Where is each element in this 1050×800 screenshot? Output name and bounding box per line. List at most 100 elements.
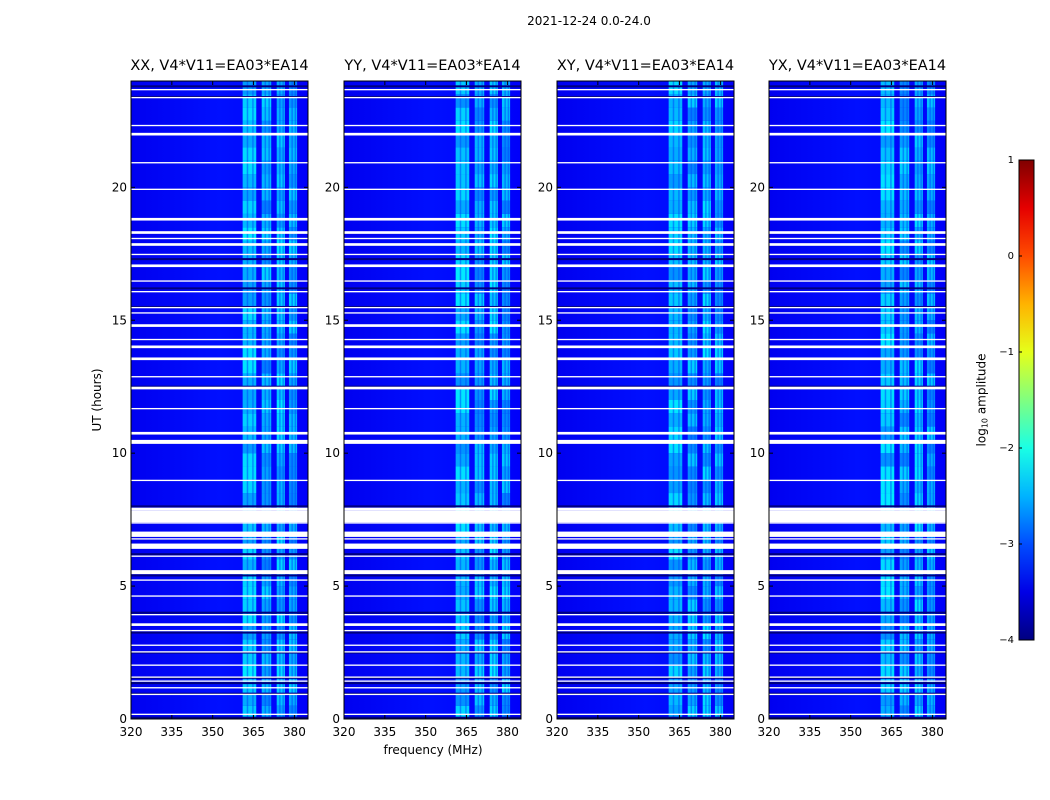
y-tick-label: 0 bbox=[332, 712, 340, 726]
rfi-striation bbox=[481, 81, 483, 719]
rfi-band-cell bbox=[714, 360, 724, 374]
rfi-band-cell bbox=[489, 160, 498, 175]
rfi-band-cell bbox=[668, 267, 683, 281]
rfi-band-cell bbox=[702, 466, 711, 480]
rfi-band-cell bbox=[899, 479, 910, 494]
rfi-band-cell bbox=[474, 413, 485, 427]
rfi-striation bbox=[477, 81, 480, 719]
rfi-striation bbox=[717, 81, 719, 719]
rfi-band-cell bbox=[261, 174, 272, 188]
rfi-band-cell bbox=[261, 253, 272, 268]
flagged-row bbox=[557, 407, 734, 410]
rfi-band-cell bbox=[501, 280, 511, 294]
flagged-row bbox=[769, 217, 946, 221]
flagged-row bbox=[557, 644, 734, 646]
rfi-band-cell bbox=[926, 306, 936, 321]
rfi-band-cell bbox=[455, 493, 470, 507]
rfi-band-cell bbox=[899, 187, 910, 201]
rfi-band-cell bbox=[455, 134, 470, 148]
flagged-row bbox=[131, 538, 308, 540]
rfi-band-cell bbox=[501, 200, 511, 214]
rfi-band-cell bbox=[276, 174, 285, 188]
flagged-row bbox=[769, 439, 946, 444]
rfi-band-cell bbox=[501, 439, 511, 454]
flagged-row bbox=[769, 613, 946, 616]
low-amplitude-row bbox=[344, 553, 521, 556]
rfi-band-cell bbox=[714, 160, 724, 175]
rfi-band-cell bbox=[242, 240, 257, 254]
rfi-band-cell bbox=[899, 652, 910, 666]
rfi-striation bbox=[294, 81, 297, 719]
rfi-band-cell bbox=[926, 493, 936, 507]
rfi-band-cell bbox=[276, 280, 285, 294]
x-tick-label: 350 bbox=[627, 725, 650, 739]
rfi-band-cell bbox=[288, 293, 298, 307]
rfi-band-cell bbox=[501, 94, 511, 108]
rfi-band-cell bbox=[899, 306, 910, 321]
flagged-row bbox=[344, 324, 521, 327]
rfi-band-cell bbox=[455, 652, 470, 666]
rfi-band-cell bbox=[455, 453, 470, 467]
flagged-row bbox=[557, 231, 734, 234]
rfi-band-cell bbox=[242, 134, 257, 148]
rfi-band-cell bbox=[489, 107, 498, 121]
rfi-band-cell bbox=[880, 200, 895, 214]
flagged-row bbox=[769, 132, 946, 136]
rfi-band-cell bbox=[288, 586, 298, 600]
rfi-band-cell bbox=[914, 586, 923, 600]
rfi-band-cell bbox=[702, 187, 711, 201]
rfi-band-cell bbox=[276, 519, 285, 533]
rfi-band-cell bbox=[261, 652, 272, 666]
rfi-band-cell bbox=[261, 306, 272, 321]
rfi-band-cell bbox=[687, 240, 698, 254]
flagged-row bbox=[344, 687, 521, 689]
flagged-row bbox=[557, 555, 734, 557]
rfi-band-cell bbox=[668, 293, 683, 307]
flagged-row bbox=[557, 543, 734, 549]
rfi-band-cell bbox=[702, 160, 711, 175]
rfi-band-cell bbox=[702, 147, 711, 161]
low-amplitude-row bbox=[769, 631, 946, 634]
flagged-row bbox=[557, 338, 734, 341]
rfi-band-cell bbox=[261, 586, 272, 600]
flagged-row bbox=[769, 664, 946, 666]
flagged-row bbox=[557, 623, 734, 626]
rfi-band-cell bbox=[276, 147, 285, 161]
rfi-band-cell bbox=[914, 280, 923, 294]
rfi-band-cell bbox=[880, 373, 895, 387]
low-amplitude-row bbox=[557, 574, 734, 577]
rfi-band-cell bbox=[702, 519, 711, 533]
flagged-row bbox=[557, 579, 734, 581]
low-amplitude-row bbox=[131, 287, 308, 290]
rfi-band-cell bbox=[714, 267, 724, 281]
rfi-band-cell bbox=[474, 652, 485, 666]
rfi-band-cell bbox=[276, 240, 285, 254]
colorbar-tick-label: 1 bbox=[1008, 155, 1014, 166]
rfi-band-cell bbox=[926, 81, 936, 95]
rfi-band-cell bbox=[288, 612, 298, 626]
rfi-band-cell bbox=[261, 599, 272, 613]
rfi-band-cell bbox=[914, 466, 923, 480]
flagged-row bbox=[344, 479, 521, 482]
rfi-band-cell bbox=[474, 306, 485, 321]
rfi-band-cell bbox=[288, 400, 298, 414]
rfi-band-cell bbox=[474, 692, 485, 706]
flagged-row bbox=[344, 243, 521, 246]
flagged-row bbox=[344, 338, 521, 341]
flagged-row bbox=[131, 629, 308, 632]
rfi-band-cell bbox=[288, 360, 298, 374]
x-tick-label: 335 bbox=[373, 725, 396, 739]
y-tick-label: 10 bbox=[112, 446, 127, 460]
x-tick-label: 350 bbox=[839, 725, 862, 739]
flagged-row bbox=[131, 579, 308, 581]
rfi-band-cell bbox=[880, 639, 895, 653]
rfi-band-cell bbox=[880, 360, 895, 374]
rfi-striation bbox=[708, 81, 710, 719]
rfi-band-cell bbox=[687, 639, 698, 653]
flagged-row bbox=[557, 217, 734, 221]
rfi-band-cell bbox=[926, 652, 936, 666]
flagged-row bbox=[769, 555, 946, 557]
rfi-band-cell bbox=[474, 200, 485, 214]
rfi-band-cell bbox=[899, 665, 910, 680]
rfi-band-cell bbox=[242, 147, 257, 161]
